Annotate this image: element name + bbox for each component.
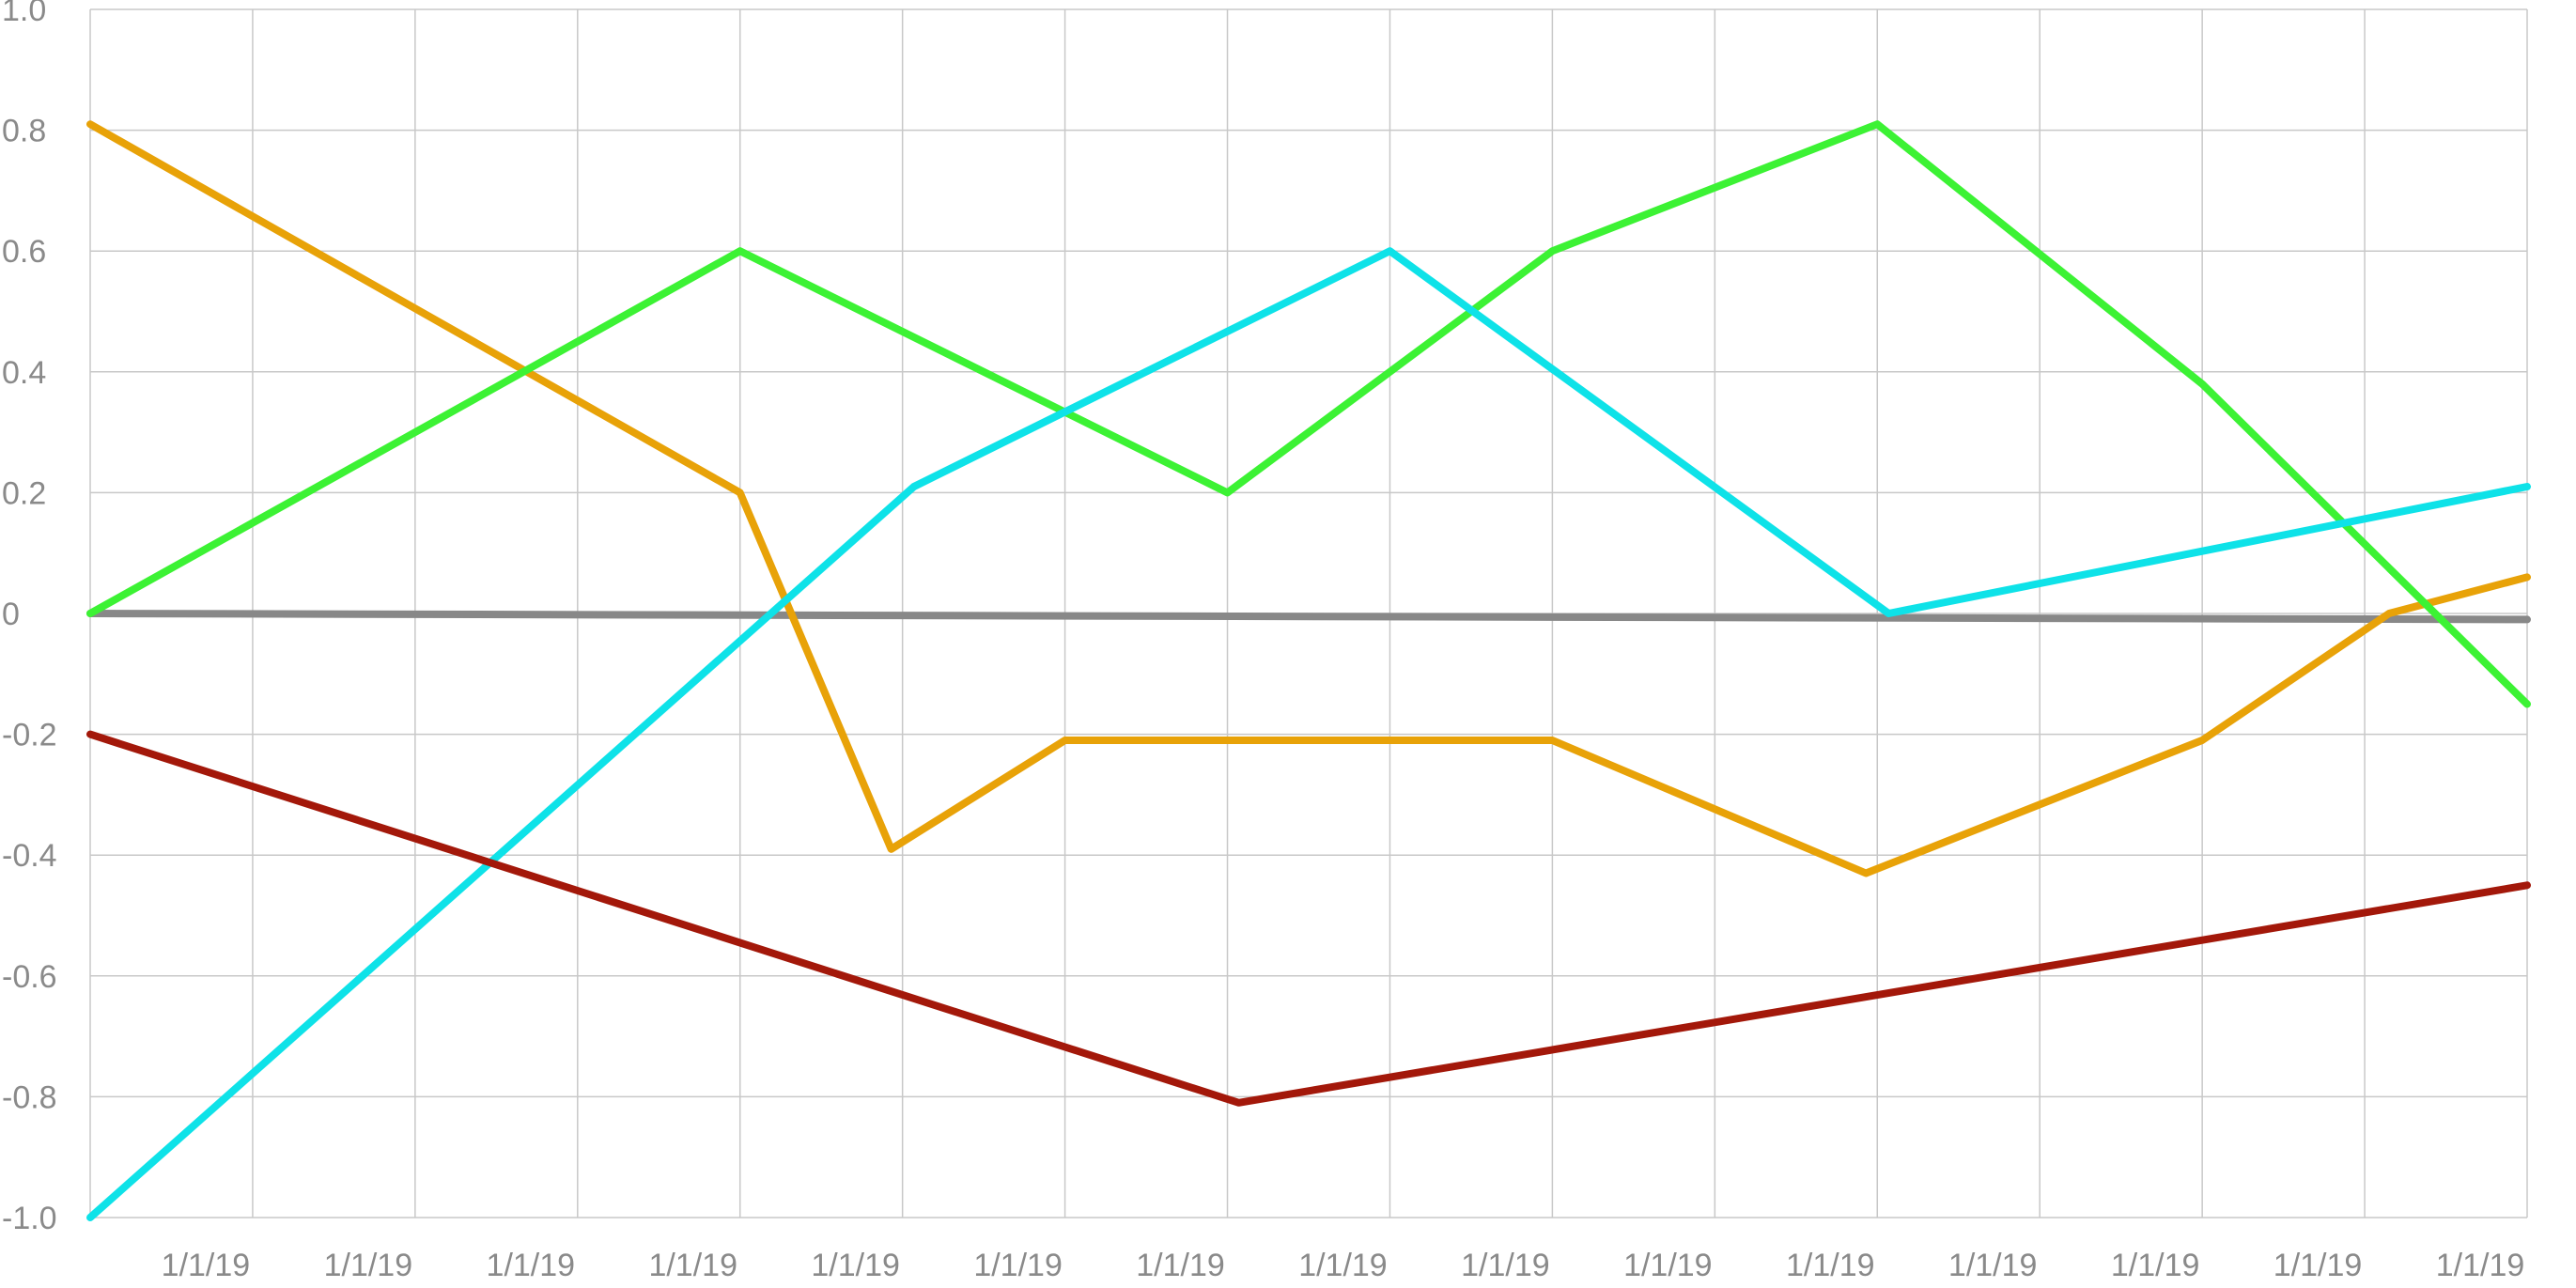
x-tick-label: 1/1/19 [2111,1248,2200,1283]
y-tick-label: -0.2 [2,718,57,753]
x-tick-label: 1/1/19 [2273,1248,2363,1283]
x-tick-label: 1/1/19 [162,1248,251,1283]
x-tick-label: 1/1/19 [1136,1248,1225,1283]
y-tick-label: 0.2 [2,475,46,511]
x-tick-label: 1/1/19 [1461,1248,1550,1283]
y-tick-label: 0.8 [2,114,46,149]
x-axis-tick-labels: 1/1/19 1/1/19 1/1/19 1/1/19 1/1/19 1/1/19 1/1/… [162,1248,2525,1283]
x-tick-label: 1/1/19 [973,1248,1063,1283]
y-tick-label: 1.0 [2,0,46,28]
y-tick-label: -1.0 [2,1201,57,1236]
y-tick-label: -0.6 [2,959,57,995]
x-tick-label: 1/1/19 [1298,1248,1388,1283]
series-lines [86,120,2531,1221]
series-line-1 [86,610,2531,624]
x-tick-label: 1/1/19 [2436,1248,2525,1283]
x-tick-label: 1/1/19 [811,1248,900,1283]
y-tick-label: -0.4 [2,838,57,874]
series-line-3 [86,120,2531,708]
grid [89,8,2528,1218]
y-tick-label: -0.8 [2,1079,57,1115]
series-line-2 [86,120,2531,877]
y-tick-label: 0 [2,597,20,632]
y-tick-label: 0.6 [2,234,46,270]
series-line-4 [86,247,2531,1221]
x-tick-label: 1/1/19 [1623,1248,1713,1283]
y-axis-tick-labels: 1.0 0.8 0.6 0.4 0.2 0 -0.2 -0.4 -0.6 -0.8 -1.0 [2,0,57,1236]
series-line-5 [86,730,2531,1107]
x-tick-label: 1/1/19 [1948,1248,2038,1283]
x-tick-label: 1/1/19 [324,1248,413,1283]
x-tick-label: 1/1/19 [1786,1248,1875,1283]
y-tick-label: 0.4 [2,355,46,391]
x-tick-label: 1/1/19 [487,1248,576,1283]
x-tick-label: 1/1/19 [648,1248,737,1283]
